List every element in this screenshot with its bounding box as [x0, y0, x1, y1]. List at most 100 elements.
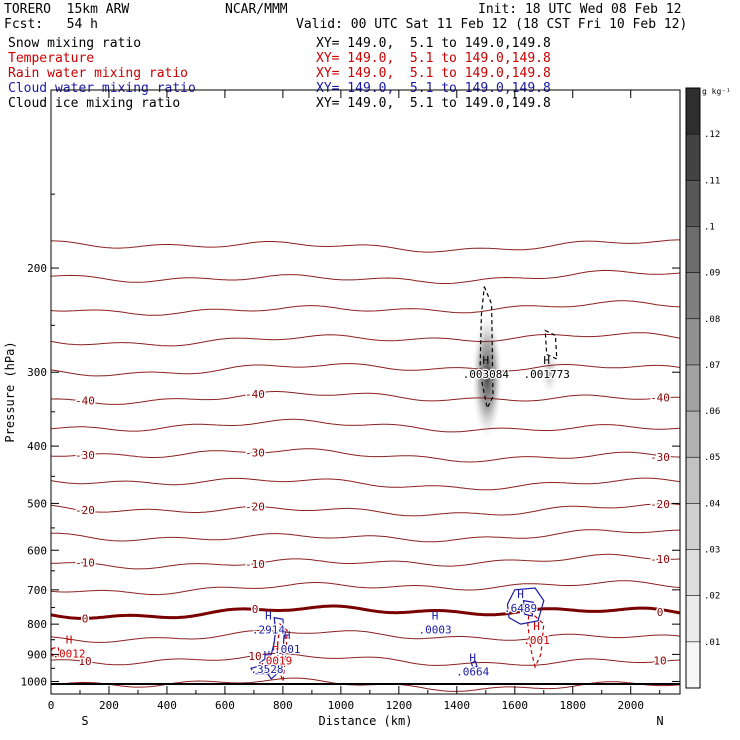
maximum-value: .001: [274, 643, 301, 656]
x-tick-label: 1600: [502, 699, 529, 712]
x-axis-label: Distance (km): [319, 714, 413, 728]
temperature-label: 10: [653, 654, 666, 667]
temperature-contour: [51, 477, 680, 491]
temperature-label: 20: [78, 701, 91, 714]
maximum-value: .003084: [463, 368, 510, 381]
temperature-contour: [51, 553, 680, 570]
cloud-water-contour: [506, 587, 545, 625]
y-tick-label: 300: [27, 366, 47, 379]
maximum-marker: H: [265, 609, 272, 622]
y-tick-label: 900: [27, 648, 47, 661]
x-tick-label: 800: [273, 699, 293, 712]
maximum-value: .0664: [456, 666, 489, 679]
temperature-label: -10: [245, 558, 265, 571]
x-tick-label: 1000: [328, 699, 355, 712]
rain-water-contour: [51, 646, 61, 657]
y-tick-label: 400: [27, 440, 47, 453]
colorbar-label: .02: [704, 592, 720, 602]
maximum-value: .3528: [250, 663, 283, 676]
x-tick-label: 2000: [617, 699, 644, 712]
rain-water-contour: [276, 622, 288, 682]
temperature-contour: [51, 239, 680, 253]
maximum-value: .001773: [523, 368, 569, 381]
temperature-contour: [51, 604, 680, 620]
field-xy-snow: XY= 149.0, 5.1 to 149.0,149.8: [316, 36, 551, 51]
temperature-contour: [51, 269, 680, 284]
forecast-hour: Fcst: 54 h: [4, 17, 98, 32]
x-tick-label: 1400: [444, 699, 471, 712]
y-tick-label: 800: [27, 618, 47, 631]
temperature-label: -30: [245, 447, 265, 460]
temperature-label: 20: [653, 701, 666, 714]
colorbar-segment: [686, 364, 700, 412]
maximum-value: .0019: [259, 655, 292, 668]
field-name-temperature: Temperature: [8, 51, 95, 66]
temperature-contour: [51, 418, 680, 433]
colorbar-label: .1: [704, 222, 715, 232]
colorbar-segment: [686, 457, 700, 504]
maximum-marker: H: [543, 354, 550, 367]
colorbar-segment: [686, 641, 700, 688]
temperature-label: -40: [245, 388, 265, 401]
temperature-label: -10: [75, 557, 95, 570]
colorbar-segment: [686, 411, 700, 458]
x-tick-label: 400: [157, 699, 177, 712]
field-name-cloud-ice: Cloud ice mixing ratio: [8, 96, 181, 111]
colorbar-label: .07: [704, 361, 720, 371]
field-xy-rain: XY= 149.0, 5.1 to 149.0,149.8: [316, 66, 551, 81]
x-tick-label: 1200: [386, 699, 413, 712]
colorbar-label: .03: [704, 546, 720, 556]
y-tick-label: 500: [27, 497, 47, 510]
colorbar-segment: [686, 503, 700, 550]
colorbar-label: .09: [704, 269, 720, 279]
colorbar-segment: [686, 180, 700, 227]
maximum-value: .2914: [252, 623, 285, 636]
y-tick-label: 1000: [21, 675, 48, 688]
colorbar-label: .11: [704, 176, 720, 186]
x-tick-label: 600: [215, 699, 235, 712]
temperature-label: -40: [650, 391, 670, 404]
model-title: TORERO 15km ARW: [4, 2, 130, 17]
maximum-marker: H: [482, 354, 489, 367]
y-tick-label: 600: [27, 544, 47, 557]
temperature-label: -20: [650, 498, 670, 511]
plot-frame: [50, 89, 681, 695]
maximum-marker: H: [264, 649, 271, 662]
maximum-marker: H: [284, 629, 291, 642]
temperature-label: 0: [82, 612, 89, 625]
cloud-water-contour: [258, 616, 285, 680]
init-time: Init: 18 UTC Wed 08 Feb 12: [478, 2, 682, 17]
temperature-contour: [51, 580, 680, 596]
temperature-contour: [51, 300, 680, 316]
colorbar-segment: [686, 272, 700, 319]
maximum-marker: H: [432, 609, 439, 622]
temperature-contour: [51, 332, 680, 347]
colorbar-label: .04: [704, 499, 720, 509]
maximum-marker: H: [469, 652, 476, 665]
maximum-value: .0003: [419, 623, 452, 636]
colorbar-label: .05: [704, 453, 720, 463]
colorbar-label: .01: [704, 638, 720, 648]
snow-contour: [479, 286, 494, 410]
maximum-marker: H: [272, 641, 279, 654]
south-label: S: [81, 714, 88, 728]
x-tick-label: 0: [48, 699, 55, 712]
temperature-label: 10: [248, 650, 261, 663]
ice-shading: [540, 350, 559, 395]
snow-contour: [544, 329, 558, 360]
temperature-contour: [51, 448, 680, 463]
north-label: N: [656, 714, 663, 728]
field-xy-cloud-ice: XY= 149.0, 5.1 to 149.0,149.8: [316, 96, 551, 111]
temperature-label: -20: [75, 504, 95, 517]
temperature-contour: [51, 391, 680, 405]
y-tick-label: 200: [27, 262, 47, 275]
temperature-label: 0: [252, 603, 259, 616]
maximum-marker: H: [517, 588, 524, 601]
rain-water-contour: [527, 609, 545, 669]
colorbar-segment: [686, 595, 700, 642]
temperature-label: 10: [78, 655, 91, 668]
colorbar-segment: [686, 134, 700, 181]
colorbar-frame: [685, 87, 701, 689]
x-tick-label: 200: [99, 699, 119, 712]
